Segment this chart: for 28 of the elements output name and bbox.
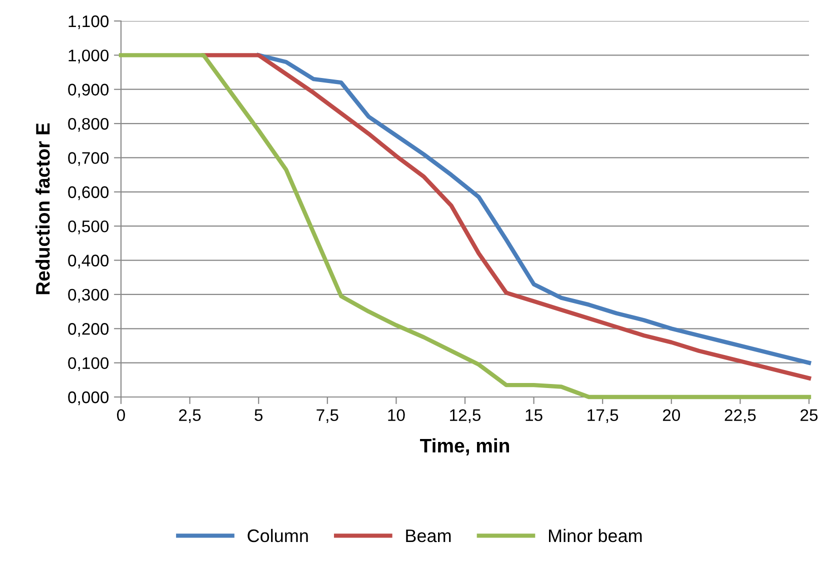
y-tick-label: 0,900 [68,84,109,98]
x-tick-label: 15 [526,409,542,422]
y-tick-label: 0,700 [68,152,109,166]
x-tick-label: 25 [800,409,818,422]
y-tick-label: 1,100 [68,15,109,30]
y-axis-title: Reduction factor E [35,123,50,294]
x-tick-label: 17,5 [588,409,618,424]
x-tick-label: 7,5 [316,409,338,424]
y-tick-label: 0,200 [68,323,109,337]
y-tick-label: 0,000 [68,391,109,406]
x-tick-label: 10 [388,409,405,422]
y-tick-label: 0,100 [68,357,109,371]
y-tick-label: 1,000 [68,50,109,64]
y-tick-label: 0,500 [68,220,109,234]
x-tick-label: 20 [662,409,680,422]
x-tick-label: 22,5 [724,409,756,424]
y-tick-label: 0,300 [68,288,109,303]
legend-label: Beam [406,530,451,542]
x-axis-title: Time, min [420,438,510,456]
x-tick-label: 12,5 [450,409,481,424]
y-tick-label: 0,600 [68,186,109,200]
y-tick-label: 0,800 [68,118,109,132]
legend-label: Column [248,528,308,542]
x-tick-label: 5 [254,409,263,422]
y-tick-label: 0,400 [68,254,109,268]
legend-label: Minor beam [549,528,642,542]
x-tick-label: 2,5 [179,409,201,424]
x-tick-label: 0 [117,409,125,422]
